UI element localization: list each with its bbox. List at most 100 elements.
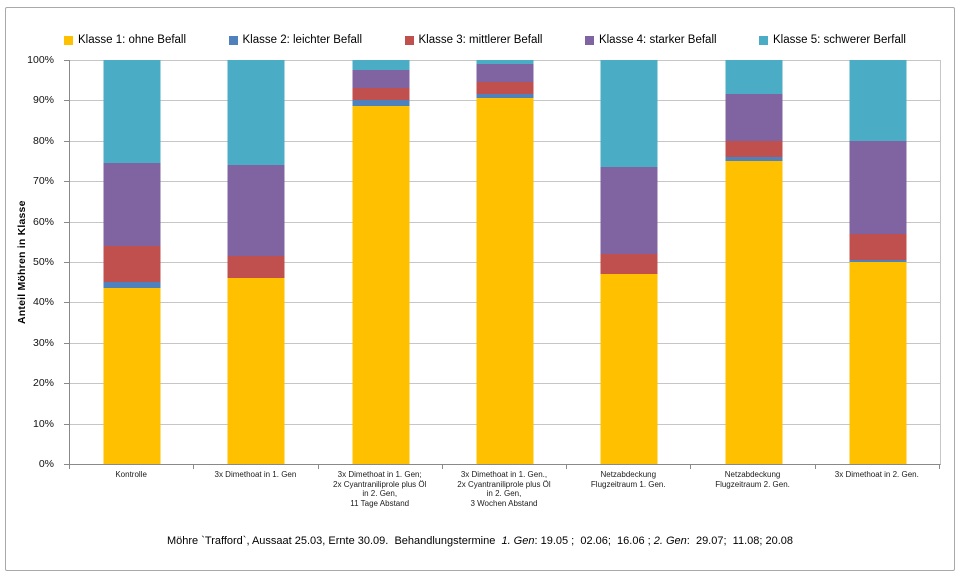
bar-segment	[600, 60, 658, 168]
x-axis-label-line: 2x Cyantraniliprole plus Öl	[333, 479, 427, 489]
legend-item: Klasse 5: schwerer Berfall	[759, 34, 906, 46]
bar-segment	[849, 140, 907, 234]
y-tick-mark	[64, 100, 70, 102]
bar-segment	[849, 60, 907, 141]
x-axis-tick-marks	[69, 464, 940, 469]
x-tick-mark	[317, 464, 319, 469]
y-tick-mark	[64, 221, 70, 223]
stacked-bar	[227, 60, 285, 464]
legend-label: Klasse 1: ohne Befall	[78, 34, 187, 46]
y-tick-mark	[64, 60, 70, 61]
bar-segment	[725, 140, 783, 157]
bar-segment	[227, 165, 285, 256]
legend-item: Klasse 2: leichter Befall	[228, 34, 363, 46]
legend-label: Klasse 3: mittlerer Befall	[418, 34, 543, 46]
y-tick-mark	[64, 262, 70, 263]
legend-item: Klasse 4: starker Befall	[584, 34, 717, 46]
stacked-bar	[725, 60, 783, 464]
legend: Klasse 1: ohne Befall Klasse 2: leichter …	[64, 34, 906, 46]
bar-segment	[600, 274, 658, 464]
x-tick-mark	[814, 464, 816, 469]
y-tick-label: 90%	[32, 94, 54, 107]
legend-label: Klasse 4: starker Befall	[598, 34, 717, 46]
stacked-bar	[849, 60, 907, 464]
x-axis-labels: Kontrolle 3x Dimethoat in 1. Gen 3x Dimeth…	[69, 470, 939, 508]
y-tick-label: 10%	[32, 417, 54, 430]
legend-marker	[404, 35, 414, 45]
y-tick-label: 50%	[32, 256, 54, 268]
bar-segment	[352, 100, 410, 107]
legend-marker	[584, 35, 594, 45]
bar-segment	[352, 106, 410, 464]
y-tick-mark	[64, 342, 70, 344]
y-tick-mark	[64, 302, 70, 304]
x-axis-label-line: Netzabdeckung	[724, 470, 781, 479]
x-tick-mark	[193, 464, 195, 469]
y-tick-mark	[64, 464, 70, 465]
x-axis-label-line: 2x Cyantraniliprole plus Öl	[457, 479, 551, 489]
x-tick-mark	[69, 464, 70, 469]
x-axis-label: 3x Dimethoat in 1. Gen	[193, 470, 317, 508]
legend-label: Klasse 5: schwerer Berfall	[773, 34, 906, 46]
caption-gen1-label: 1. Gen	[501, 535, 535, 547]
caption-gen2-dates: : 29.07; 11.08; 20.08	[686, 535, 793, 547]
bar-segment	[600, 167, 658, 254]
bar-segment	[352, 70, 410, 89]
bar-segment	[725, 94, 783, 141]
legend-marker	[64, 35, 73, 45]
bar-segment	[227, 278, 285, 464]
stacked-bar	[352, 60, 410, 464]
y-tick-label: 30%	[32, 336, 54, 349]
legend-marker	[759, 35, 769, 45]
x-axis-label-line: 3x Dimethoat in 1. Gen.,	[460, 470, 548, 479]
bar-segment	[476, 60, 534, 65]
bar-segment	[725, 156, 783, 161]
x-tick-mark	[441, 464, 443, 469]
y-axis-tick-labels: 0% 10% 20% 30% 40% 50% 60% 70% 80% 90% 100%	[6, 54, 62, 470]
bar-segment	[725, 161, 783, 464]
chart-frame: Klasse 1: ohne Befall Klasse 2: leichter …	[5, 7, 955, 571]
bar-segment	[103, 288, 161, 464]
legend-label: Klasse 2: leichter Befall	[242, 34, 363, 46]
x-axis-label-line: in 2. Gen,	[362, 489, 398, 498]
bar-segment	[849, 259, 907, 262]
bar-segment	[725, 60, 783, 95]
y-tick-mark	[64, 140, 70, 142]
stacked-bar	[476, 60, 534, 464]
x-axis-label: 3x Dimethoat in 1. Gen; 2x Cyantranilipro…	[318, 470, 442, 508]
x-axis-label-line: Netzabdeckung	[600, 470, 657, 479]
caption-gen1-dates: : 19.05 ; 02.06; 16.06 ;	[534, 535, 654, 547]
x-axis-label-line: 3x Dimethoat in 2. Gen.	[834, 470, 919, 479]
bar-segment	[476, 82, 534, 95]
legend-item: Klasse 3: mittlerer Befall	[404, 34, 543, 46]
plot-area	[64, 60, 941, 465]
bar-segment	[476, 94, 534, 99]
y-tick-label: 0%	[38, 458, 54, 470]
caption-gen2-label: 2. Gen	[653, 535, 687, 547]
x-tick-mark	[939, 464, 940, 469]
x-axis-label-line: 3x Dimethoat in 1. Gen	[214, 470, 297, 479]
y-tick-mark	[64, 423, 70, 425]
bar-segment	[849, 262, 907, 464]
caption-prefix: Möhre `Trafford`, Aussaat 25.03, Ernte 3…	[166, 535, 502, 547]
bar-segment	[849, 233, 907, 260]
bar-segment	[103, 245, 161, 283]
legend-item: Klasse 1: ohne Befall	[64, 34, 186, 46]
x-axis-label-line: 3x Dimethoat in 1. Gen;	[337, 470, 422, 479]
bar-segment	[227, 255, 285, 279]
x-axis-label-line: 11 Tage Abstand	[350, 498, 410, 508]
caption: Möhre `Trafford`, Aussaat 25.03, Ernte 3…	[6, 535, 954, 547]
bar-segment	[352, 60, 410, 71]
y-tick-label: 20%	[32, 377, 54, 390]
bar-segment	[476, 98, 534, 464]
stacked-bar	[103, 60, 161, 464]
bar-segment	[103, 60, 161, 164]
y-tick-mark	[64, 181, 70, 183]
bar-segment	[476, 64, 534, 83]
legend-marker	[228, 35, 238, 45]
x-axis-label-line: in 2. Gen,	[486, 489, 522, 498]
stacked-bar	[600, 60, 658, 464]
x-axis-label-line: Flugzeitraum 1. Gen.	[590, 479, 666, 489]
x-axis-label: Netzabdeckung Flugzeitraum 1. Gen.	[566, 470, 690, 508]
y-tick-label: 100%	[27, 54, 54, 66]
